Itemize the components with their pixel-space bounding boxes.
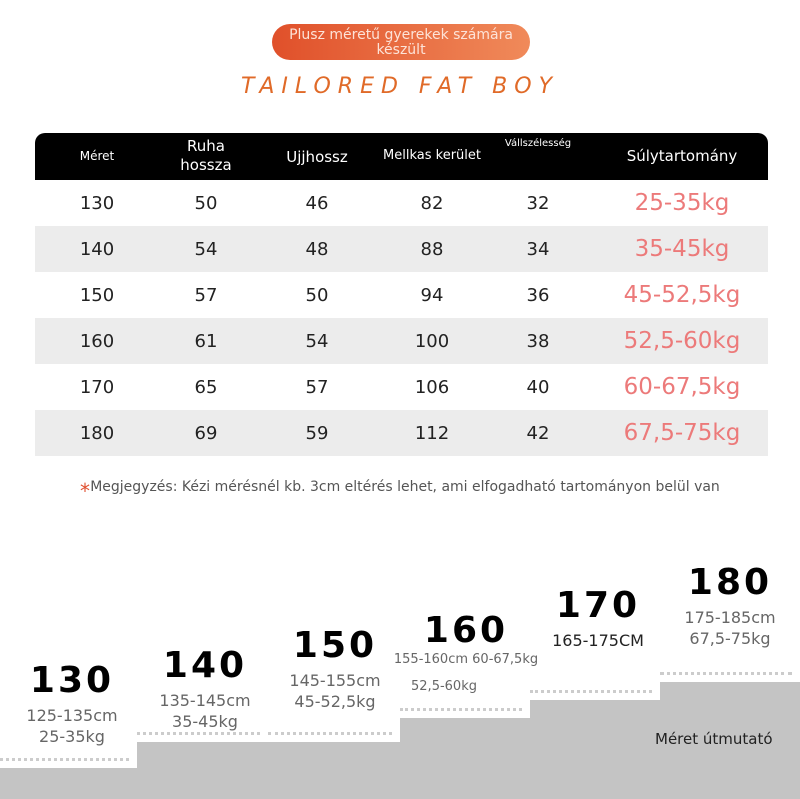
table-cell: 45-52,5kg [623,282,741,308]
table-cell: 82 [420,193,444,214]
table-cell: 57 [305,377,329,398]
table-cell: 50 [194,193,218,214]
table-cell: 112 [414,423,450,444]
header-cell: Ruha hossza [180,137,232,174]
table-cell: 180 [79,423,115,444]
step-info: 135-145cm [159,691,251,710]
step-info: 25-35kg [39,727,105,746]
table-cell: 106 [414,377,450,398]
table-cell: 52,5-60kg [623,328,741,354]
title: TAILORED FAT BOY [240,74,560,99]
table-row: 180 69 59 112 42 67,5-75kg [35,410,768,456]
table-row: 130 50 46 82 32 25-35kg [35,180,768,226]
step-edge [400,708,522,711]
step-block [137,742,268,799]
step-block [400,718,530,799]
header-cell: Ujjhossz [286,148,348,166]
table-cell: 170 [79,377,115,398]
step-block [530,700,660,799]
table-cell: 32 [526,193,550,214]
step-size: 160 [423,610,509,651]
table-row: 150 57 50 94 36 45-52,5kg [35,272,768,318]
table-row: 140 54 48 88 34 35-45kg [35,226,768,272]
step-size: 180 [687,562,773,603]
step-edge [530,690,652,693]
table-cell: 54 [305,331,329,352]
step-edge [660,672,792,675]
table-cell: 54 [194,239,218,260]
table-cell: 59 [305,423,329,444]
step-edge [137,732,260,735]
table-cell: 25-35kg [634,190,730,216]
table-cell: 150 [79,285,115,306]
header-cell: Méret [79,149,115,163]
table-cell: 65 [194,377,218,398]
step-info: 52,5-60kg [411,679,477,694]
table-cell: 34 [526,239,550,260]
table-row: 160 61 54 100 38 52,5-60kg [35,318,768,364]
table-cell: 60-67,5kg [623,374,741,400]
step-info: 67,5-75kg [689,629,771,648]
step-info: 145-155cm [289,671,381,690]
note-text: Megjegyzés: Kézi mérésnél kb. 3cm eltéré… [90,479,720,495]
table-cell: 35-45kg [634,236,730,262]
table-cell: 42 [526,423,550,444]
table-cell: 67,5-75kg [623,420,741,446]
table-cell: 50 [305,285,329,306]
step-size: 130 [29,660,115,701]
step-info: 155-160cm 60-67,5kg [393,652,539,667]
footer-label: Méret útmutató [655,730,773,748]
step-info: 35-45kg [172,712,238,731]
table-cell: 36 [526,285,550,306]
badge: Plusz méretű gyerekek számára készült [272,24,530,60]
step-size: 140 [162,645,248,686]
table-cell: 88 [420,239,444,260]
step-block [0,768,137,799]
table-cell: 46 [305,193,329,214]
table-cell: 94 [420,285,444,306]
table-cell: 61 [194,331,218,352]
step-edge [0,758,129,761]
step-info: 175-185cm [684,608,776,627]
step-size: 170 [555,585,641,626]
table-cell: 69 [194,423,218,444]
step-block [268,742,400,799]
step-edge [268,732,392,735]
header-cell: Mellkas kerület [383,148,481,163]
note: * Megjegyzés: Kézi mérésnél kb. 3cm eltér… [80,478,730,501]
step-info: 45-52,5kg [294,692,376,711]
table-cell: 38 [526,331,550,352]
step-size: 150 [292,625,378,666]
step-block [660,682,800,799]
header-cell: Súlytartomány [626,147,738,165]
table-row: 170 65 57 106 40 60-67,5kg [35,364,768,410]
step-info: 165-175CM [552,631,644,650]
table-cell: 130 [79,193,115,214]
header-cell: Vállszélesség [504,138,572,149]
table-cell: 160 [79,331,115,352]
table-cell: 48 [305,239,329,260]
note-mark: * [80,479,90,503]
table-cell: 140 [79,239,115,260]
table-header: Méret Ruha hossza Ujjhossz Mellkas kerület V… [35,133,768,180]
table-cell: 100 [414,331,450,352]
step-info: 125-135cm [26,706,118,725]
table-cell: 40 [526,377,550,398]
table-cell: 57 [194,285,218,306]
